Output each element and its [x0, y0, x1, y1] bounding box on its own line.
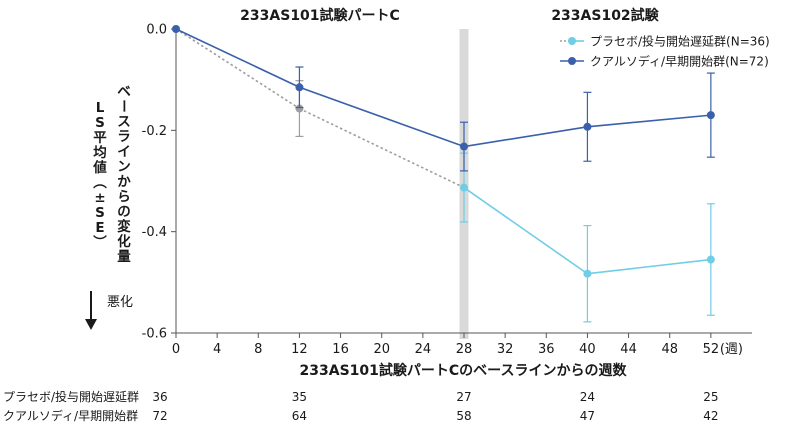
- y-axis-label-char: ︵: [92, 175, 107, 191]
- x-tick-label: 28: [456, 342, 473, 357]
- y-axis-label-char: の: [117, 204, 131, 220]
- treatment-line-segment: [299, 86, 465, 148]
- y-axis-label-char: ら: [117, 189, 131, 205]
- treatment-point: [583, 122, 592, 131]
- y-axis-label-char: ベ: [117, 84, 131, 100]
- treatment-point: [706, 111, 715, 120]
- risk-count: 24: [580, 390, 595, 404]
- y-tick-label: -0.6: [142, 327, 167, 342]
- risk-count: 64: [292, 409, 307, 423]
- risk-count: 25: [703, 390, 718, 404]
- y-axis-label-char: S: [95, 205, 105, 221]
- placebo-point: [583, 269, 592, 278]
- x-tick-label: 32: [497, 342, 514, 357]
- y-tick-label: -0.2: [142, 124, 167, 139]
- worse-arrow-head: [85, 319, 97, 330]
- y-axis-label-char: 値: [92, 159, 107, 176]
- treatment-point: [460, 142, 468, 151]
- placebo-line-segment: [175, 28, 300, 110]
- placebo-line-segment: [587, 258, 711, 275]
- risk-count: 47: [580, 409, 595, 423]
- x-tick-label: 36: [538, 342, 555, 357]
- y-tick-label: -0.4: [142, 225, 167, 240]
- x-tick-label: 52: [703, 342, 720, 357]
- legend-placebo-marker: [568, 37, 576, 45]
- x-tick-label: 48: [661, 342, 678, 357]
- x-tick-label: 16: [332, 342, 349, 357]
- risk-row-label: クアルソディ/早期開始群: [3, 408, 138, 423]
- placebo-point: [460, 183, 468, 192]
- risk-count: 42: [703, 409, 718, 423]
- section-label-ext: 233AS102試験: [551, 7, 659, 24]
- y-axis-label-char: ス: [117, 114, 131, 130]
- x-tick-label: 12: [291, 342, 308, 357]
- placebo-point: [706, 255, 715, 264]
- x-tick-label: 40: [579, 342, 596, 357]
- y-axis-label-char: ラ: [117, 129, 131, 145]
- risk-row-label: プラセボ/投与開始遅延群: [3, 389, 139, 404]
- y-axis-label-char: L: [96, 100, 105, 116]
- y-axis-label-char: 変: [117, 218, 131, 235]
- risk-count: 27: [456, 390, 471, 404]
- y-axis-label-char: ±: [94, 190, 105, 206]
- worse-label: 悪化: [107, 295, 133, 310]
- y-axis-label-char: S: [95, 115, 105, 131]
- legend-treatment-label: クアルソディ/早期開始群(N=72): [590, 54, 769, 69]
- legend-treatment-marker: [568, 57, 576, 65]
- risk-count: 72: [152, 409, 167, 423]
- y-axis-label-char: 平: [93, 130, 107, 146]
- treatment-point: [172, 25, 180, 33]
- placebo-line-segment: [299, 107, 465, 189]
- x-tick-label: 8: [254, 342, 262, 357]
- y-axis-label-char: ︶: [92, 234, 107, 251]
- risk-count: 58: [456, 409, 471, 423]
- y-axis-label-char: ン: [117, 159, 131, 175]
- y-axis-label-char: 量: [117, 249, 131, 265]
- treatment-point: [295, 83, 304, 92]
- risk-count: 35: [292, 390, 307, 404]
- y-tick-label: 0.0: [146, 23, 167, 38]
- x-tick-label: 44: [620, 342, 637, 357]
- treatment-line-segment: [463, 125, 588, 148]
- x-unit-label: (週): [720, 342, 743, 357]
- legend-placebo-label: プラセボ/投与開始遅延群(N=36): [590, 34, 770, 49]
- y-axis-label-char: 化: [117, 233, 131, 250]
- x-tick-label: 24: [415, 342, 432, 357]
- x-tick-label: 4: [213, 342, 221, 357]
- placebo-point: [295, 104, 304, 113]
- y-axis-label-char: イ: [117, 144, 131, 160]
- placebo-line-segment: [463, 186, 588, 275]
- treatment-line-segment: [587, 114, 711, 128]
- section-label-part-c: 233AS101試験パートC: [240, 7, 400, 24]
- y-axis-label-char: ー: [115, 99, 131, 113]
- y-axis-label-char: 均: [93, 144, 107, 161]
- x-tick-label: 20: [373, 342, 390, 357]
- treatment-line-segment: [175, 28, 300, 88]
- y-axis-label-char: E: [95, 220, 104, 236]
- risk-count: 36: [152, 390, 167, 404]
- x-tick-label: 0: [172, 342, 180, 357]
- y-axis-label-char: か: [117, 174, 131, 190]
- x-axis-label: 233AS101試験パートCのベースラインからの週数: [300, 362, 628, 379]
